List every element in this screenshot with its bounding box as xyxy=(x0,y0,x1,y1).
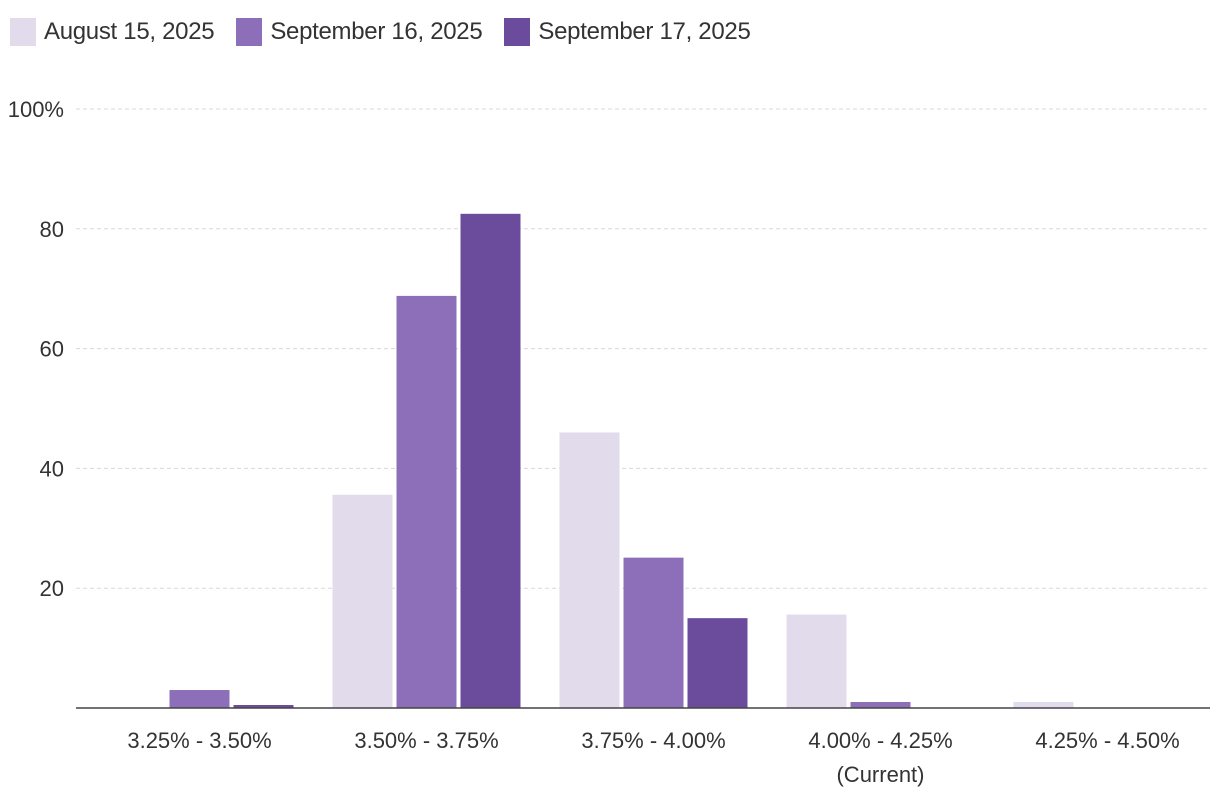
legend-item: September 17, 2025 xyxy=(504,18,751,46)
x-tick-label: 3.75% - 4.00% xyxy=(581,728,725,753)
bar xyxy=(786,614,847,708)
y-tick-label: 60 xyxy=(40,337,64,362)
bars xyxy=(169,213,1074,708)
legend-label: September 16, 2025 xyxy=(270,18,483,45)
legend-swatch xyxy=(10,18,36,46)
x-tick-label: 3.50% - 3.75% xyxy=(354,728,498,753)
y-tick-label: 40 xyxy=(40,456,64,481)
bar xyxy=(460,213,521,708)
chart-legend: August 15, 2025 September 16, 2025 Septemb… xyxy=(10,14,773,50)
y-axis-ticks: 20 40 60 80 100% xyxy=(8,97,64,601)
gridlines xyxy=(76,108,1210,589)
x-tick-label: 3.25% - 3.50% xyxy=(127,728,271,753)
bar xyxy=(332,494,393,708)
bar xyxy=(623,557,684,708)
bar xyxy=(396,295,457,708)
legend-label: September 17, 2025 xyxy=(538,18,751,45)
bar xyxy=(233,705,294,708)
bar xyxy=(169,690,230,708)
legend-label: August 15, 2025 xyxy=(44,18,215,45)
bar xyxy=(559,432,620,708)
y-tick-label: 20 xyxy=(40,576,64,601)
x-axis-ticks: 3.25% - 3.50% 3.50% - 3.75% 3.75% - 4.00% 4… xyxy=(127,728,1179,787)
y-tick-label: 100% xyxy=(8,97,64,122)
legend-swatch xyxy=(504,18,531,46)
legend-swatch xyxy=(236,18,263,46)
bar xyxy=(687,618,748,708)
x-tick-label: 4.00% - 4.25% xyxy=(808,728,952,753)
x-tick-label: 4.25% - 4.50% xyxy=(1035,728,1179,753)
legend-item: August 15, 2025 xyxy=(10,18,215,46)
bar xyxy=(1013,702,1074,708)
legend-item: September 16, 2025 xyxy=(236,18,483,46)
x-tick-sublabel: (Current) xyxy=(836,762,924,787)
bar xyxy=(850,702,911,708)
y-tick-label: 80 xyxy=(40,217,64,242)
